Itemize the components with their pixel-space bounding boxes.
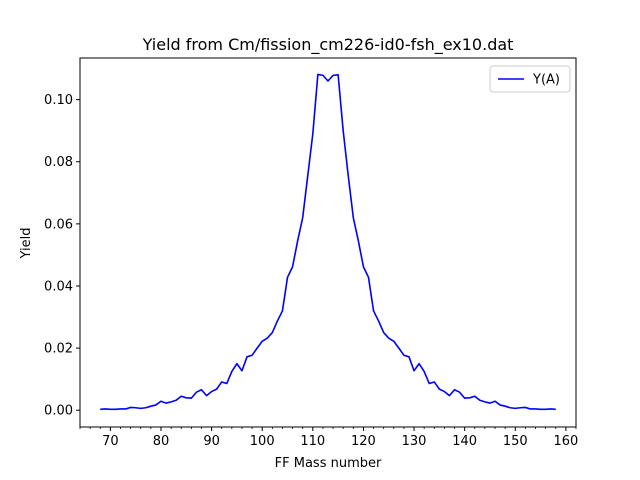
y-tick-label: 0.10 bbox=[44, 93, 73, 108]
x-tick-label: 100 bbox=[250, 434, 275, 449]
plot-frame bbox=[79, 57, 577, 428]
y-tick-label: 0.00 bbox=[44, 404, 73, 419]
y-tick-label: 0.02 bbox=[44, 342, 73, 357]
legend-entry-0: Y(A) bbox=[532, 73, 560, 88]
x-tick-label: 120 bbox=[351, 434, 376, 449]
legend: Y(A) bbox=[489, 65, 571, 93]
y-tick-label: 0.04 bbox=[44, 279, 73, 294]
chart-title: Yield from Cm/fission_cm226-id0-fsh_ex10… bbox=[142, 35, 514, 55]
y-tick-label: 0.08 bbox=[44, 155, 73, 170]
x-tick-label: 110 bbox=[300, 434, 325, 449]
x-tick-label: 70 bbox=[102, 434, 119, 449]
plot-area bbox=[79, 57, 577, 428]
x-tick-label: 140 bbox=[452, 434, 477, 449]
series-line-0 bbox=[100, 73, 556, 411]
x-axis-label: FF Mass number bbox=[275, 456, 382, 471]
x-tick-label: 150 bbox=[503, 434, 528, 449]
x-tick-label: 90 bbox=[203, 434, 220, 449]
x-tick-label: 80 bbox=[153, 434, 170, 449]
y-tick-label: 0.06 bbox=[44, 217, 73, 232]
y-axis: 0.00 0.02 0.04 0.06 0.08 0.10 bbox=[44, 93, 80, 419]
x-axis: 70 80 90 100 110 120 130 140 150 160 bbox=[79, 427, 578, 449]
x-tick-label: 130 bbox=[402, 434, 427, 449]
x-tick-label: 160 bbox=[553, 434, 578, 449]
legend-box bbox=[489, 65, 571, 93]
y-axis-label: Yield bbox=[19, 228, 34, 260]
